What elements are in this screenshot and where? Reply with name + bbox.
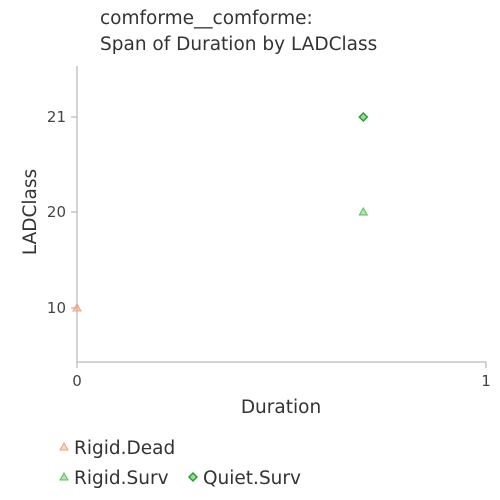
data-point [358, 206, 369, 216]
legend-marker [187, 471, 199, 483]
data-point [72, 302, 82, 312]
legend-label: Rigid.Dead [74, 438, 175, 459]
legend-item: Quiet.Surv [187, 468, 301, 489]
x-axis-title: Duration [241, 397, 321, 418]
x-tick-label: 0 [72, 372, 82, 390]
data-point [358, 111, 369, 123]
y-ticks: 10 20 21 [47, 108, 77, 317]
chart-title-line-1: comforme__comforme: [100, 8, 313, 29]
legend-item: Rigid.Surv [59, 468, 169, 489]
axes [76, 66, 486, 363]
legend-label: Quiet.Surv [203, 468, 301, 489]
data-points [72, 111, 369, 312]
legend-marker [59, 471, 69, 481]
x-tick-label: 1 [481, 372, 491, 390]
y-tick-label: 20 [47, 203, 66, 221]
chart-title: comforme__comforme: Span of Duration by … [100, 8, 377, 55]
legend-item: Rigid.Dead [59, 438, 175, 459]
chart-title-line-2: Span of Duration by LADClass [100, 34, 377, 55]
y-tick-label: 10 [47, 299, 66, 317]
y-axis-title: LADClass [20, 169, 41, 255]
legend-label: Rigid.Surv [74, 468, 169, 489]
y-tick-label: 21 [47, 108, 66, 126]
legend: Rigid.Dead Rigid.Surv Quiet.Surv [59, 438, 301, 489]
legend-marker [59, 441, 69, 451]
